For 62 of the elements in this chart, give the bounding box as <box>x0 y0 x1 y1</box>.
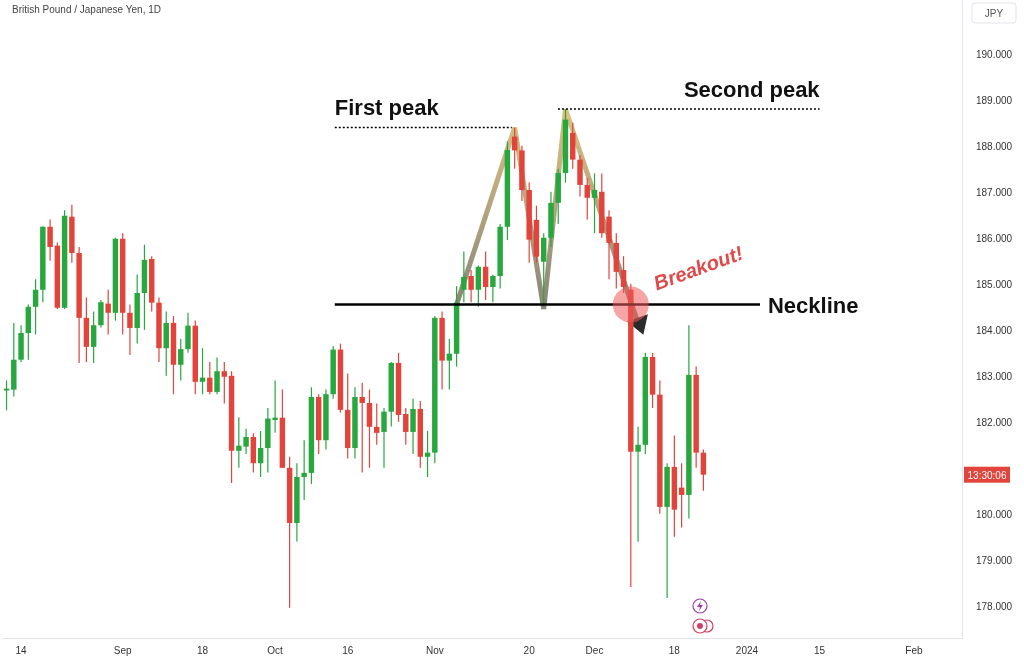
y-tick-label: 189.000 <box>976 94 1013 106</box>
y-tick-label: 178.000 <box>976 600 1013 612</box>
candlestick <box>214 356 220 395</box>
candlestick <box>359 382 365 474</box>
y-tick-label: 183.000 <box>976 370 1013 382</box>
candlestick <box>635 426 641 543</box>
chart-title: British Pound / Japanese Yen, 1D <box>12 4 161 15</box>
x-tick-label: Sep <box>113 645 133 657</box>
y-tick-label: 184.000 <box>976 324 1013 336</box>
y-tick-label: 182.000 <box>976 416 1013 428</box>
candlestick <box>584 177 590 221</box>
candlestick <box>105 289 111 336</box>
x-tick-label: 16 <box>342 645 354 657</box>
ref-line-label: Second peak <box>683 77 821 103</box>
candlestick <box>700 448 707 492</box>
candlestick <box>257 430 264 478</box>
y-tick-label: 190.000 <box>976 48 1013 60</box>
candlestick <box>221 361 228 405</box>
candlestick <box>461 251 467 303</box>
x-tick-label: Nov <box>425 645 444 657</box>
y-tick-label: 186.000 <box>976 232 1013 244</box>
candlestick <box>90 310 97 364</box>
x-tick-label: 20 <box>523 645 536 657</box>
candlestick <box>381 407 387 469</box>
x-tick-label: 15 <box>813 645 826 657</box>
candlestick <box>482 251 489 301</box>
candlestick <box>468 269 474 303</box>
ref-line-label: Neckline <box>767 292 859 318</box>
candlestick <box>366 389 373 469</box>
x-tick-label: 2024 <box>735 645 759 657</box>
candlestick <box>446 338 453 391</box>
x-tick-label: Feb <box>905 645 923 657</box>
candlestick <box>178 338 184 382</box>
candlestick <box>98 299 104 329</box>
candlestick <box>490 274 496 303</box>
candlestick <box>374 402 380 446</box>
y-tick-label: 180.000 <box>976 508 1013 520</box>
candlestick <box>475 264 482 308</box>
candlestick <box>403 407 409 446</box>
candlestick <box>47 218 53 262</box>
y-tick-label: 188.000 <box>976 140 1013 152</box>
candlestick <box>127 303 133 356</box>
x-tick-label: 14 <box>15 645 28 657</box>
candlestick <box>185 312 191 354</box>
x-tick-label: 18 <box>196 645 209 657</box>
candlestick <box>3 379 10 411</box>
candlestick <box>301 439 307 501</box>
text: 13:30:06 <box>967 469 1007 481</box>
x-tick-label: Oct <box>267 645 284 657</box>
text: JPY <box>984 8 1004 19</box>
y-tick-label: 187.000 <box>976 186 1013 198</box>
x-tick-label: Dec <box>585 645 604 657</box>
candlestick <box>620 255 627 294</box>
y-tick-label: 179.000 <box>976 554 1013 566</box>
candlestick <box>32 278 39 336</box>
y-tick-label: 185.000 <box>976 278 1013 290</box>
candlestick <box>591 172 598 234</box>
x-tick-label: 18 <box>668 645 681 657</box>
candlestick <box>207 361 213 395</box>
candlestick <box>540 232 547 308</box>
candlestick <box>410 398 416 455</box>
ref-line-label: First peak <box>334 95 440 121</box>
